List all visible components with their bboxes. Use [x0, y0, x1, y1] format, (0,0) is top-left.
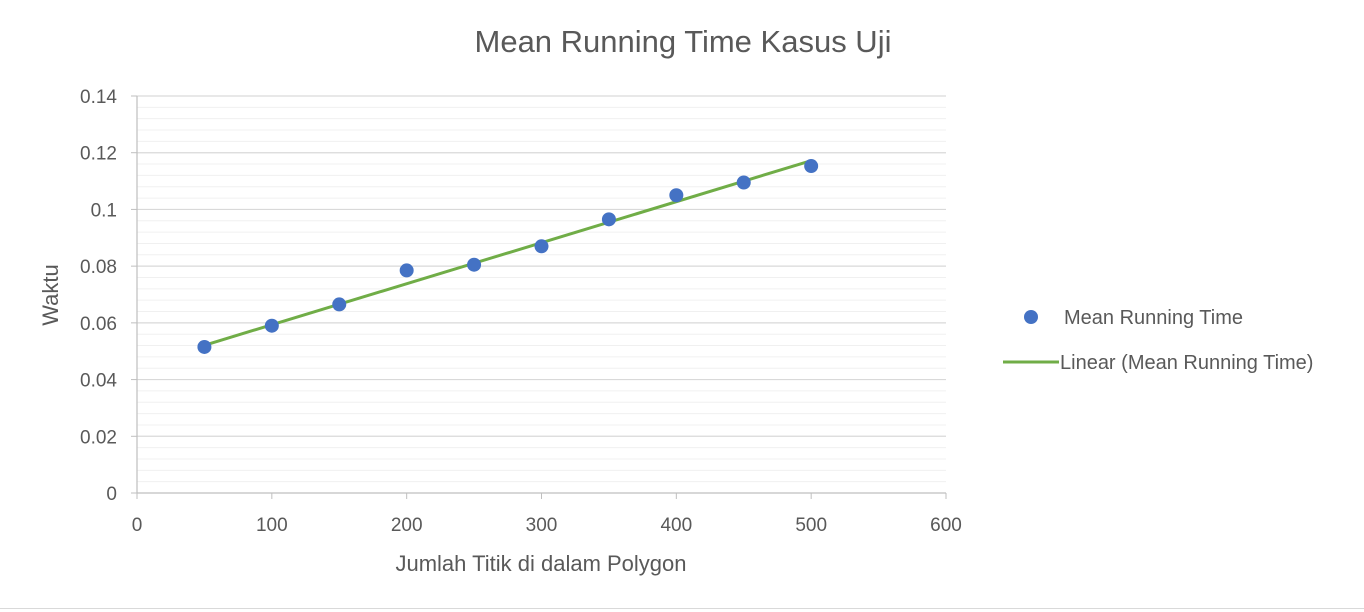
x-tick-label: 600	[930, 515, 962, 536]
x-tick-label: 100	[256, 515, 288, 536]
legend-marker	[1024, 310, 1038, 324]
data-point	[804, 159, 819, 174]
legend: Mean Running Time Linear (Mean Running Ti…	[1003, 307, 1313, 374]
x-tick-label: 300	[526, 515, 558, 536]
chart-title: Mean Running Time Kasus Uji	[475, 24, 892, 59]
legend-entry: Mean Running Time	[1024, 307, 1243, 329]
data-point	[601, 212, 616, 227]
plot-area	[197, 159, 819, 354]
y-tick-label: 0.08	[80, 257, 117, 278]
data-point	[264, 318, 279, 333]
x-axis-label: Jumlah Titik di dalam Polygon	[395, 551, 686, 576]
x-tick-label: 400	[660, 515, 692, 536]
y-tick-label: 0.12	[80, 144, 117, 165]
data-point	[197, 339, 212, 354]
grid	[137, 95, 946, 483]
legend-entry: Linear (Mean Running Time)	[1003, 352, 1313, 374]
x-tick-label: 200	[391, 515, 423, 536]
y-axis-label: Waktu	[38, 264, 63, 326]
bottom-divider	[0, 608, 1364, 609]
data-point	[534, 239, 549, 254]
axes: 0 0.02 0.04 0.06 0.08 0.1 0.12 0.14 0 100 200 300 40…	[80, 87, 962, 536]
y-tick-label: 0.06	[80, 314, 117, 335]
data-point	[736, 175, 751, 190]
y-tick-label: 0.04	[80, 371, 117, 392]
y-tick-label: 0	[106, 484, 117, 505]
data-point	[399, 263, 414, 278]
legend-label: Linear (Mean Running Time)	[1060, 352, 1313, 374]
trendline	[203, 159, 812, 347]
y-tick-label: 0.02	[80, 427, 117, 448]
data-point	[332, 297, 347, 312]
legend-label: Mean Running Time	[1064, 307, 1243, 329]
data-point	[467, 257, 482, 272]
y-tick-label: 0.1	[91, 200, 117, 221]
x-tick-label: 0	[132, 515, 143, 536]
data-point	[669, 188, 684, 203]
y-tick-label: 0.14	[80, 87, 117, 108]
x-tick-label: 500	[795, 515, 827, 536]
